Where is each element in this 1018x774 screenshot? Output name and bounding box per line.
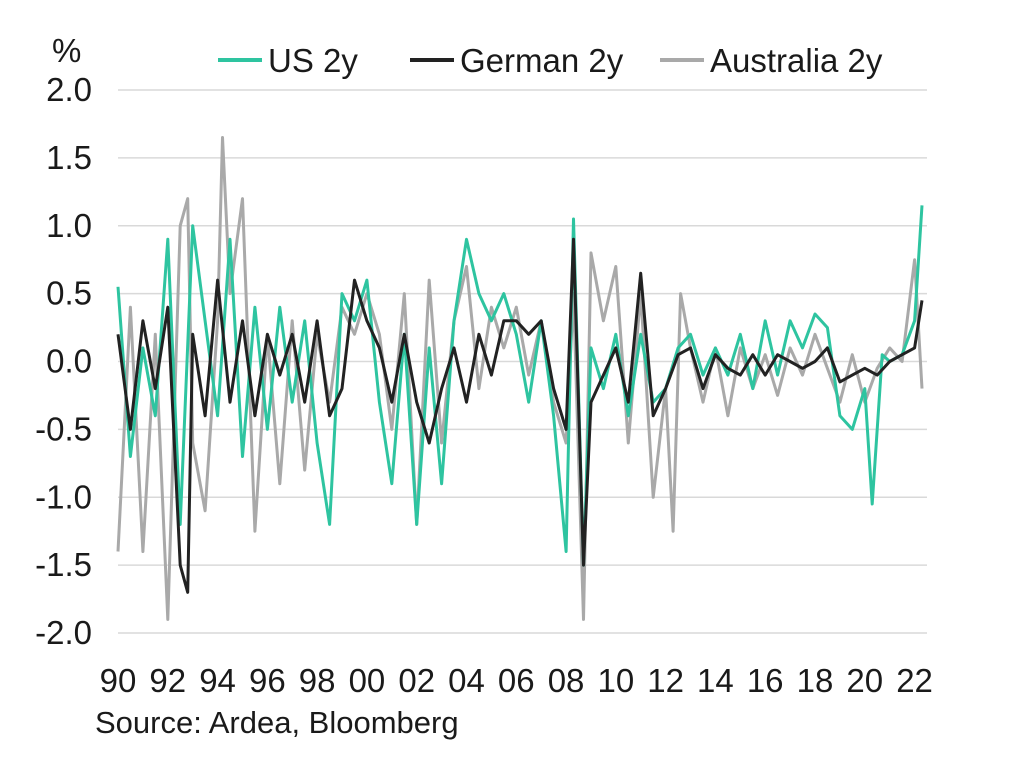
x-tick-label: 02 bbox=[398, 662, 435, 699]
x-tick-label: 96 bbox=[249, 662, 286, 699]
x-tick-label: 98 bbox=[299, 662, 336, 699]
legend-label-0: US 2y bbox=[268, 42, 358, 79]
series-line-0 bbox=[116, 205, 924, 567]
y-tick-label: 2.0 bbox=[46, 71, 92, 108]
x-tick-label: 10 bbox=[597, 662, 634, 699]
y-tick-label: -1.5 bbox=[35, 546, 92, 583]
x-tick-label: 94 bbox=[199, 662, 236, 699]
source-note: Source: Ardea, Bloomberg bbox=[95, 705, 459, 740]
y-tick-label: 0.0 bbox=[46, 343, 92, 380]
y-tick-label: 0.5 bbox=[46, 275, 92, 312]
x-tick-label: 04 bbox=[448, 662, 485, 699]
x-tick-label: 06 bbox=[498, 662, 535, 699]
x-tick-label: 92 bbox=[149, 662, 186, 699]
y-axis-unit: % bbox=[52, 32, 81, 69]
x-tick-label: 90 bbox=[100, 662, 137, 699]
y-tick-label: -1.0 bbox=[35, 478, 92, 515]
x-tick-label: 12 bbox=[647, 662, 684, 699]
x-tick-label: 16 bbox=[747, 662, 784, 699]
y-axis: 2.0 1.5 1.0 0.5 0.0 -0.5 -1.0 -1.5 -2.0 bbox=[35, 71, 92, 651]
y-tick-label: 1.0 bbox=[46, 207, 92, 244]
x-axis: 90 92 94 96 98 00 02 04 06 08 10 12 14 16 18 20 22 bbox=[100, 662, 933, 699]
legend-label-2: Australia 2y bbox=[710, 42, 883, 79]
y-tick-label: 1.5 bbox=[46, 139, 92, 176]
y-tick-label: -2.0 bbox=[35, 614, 92, 651]
legend-label-1: German 2y bbox=[460, 42, 624, 79]
x-tick-label: 00 bbox=[349, 662, 386, 699]
series-group bbox=[116, 136, 924, 621]
x-tick-label: 14 bbox=[697, 662, 734, 699]
series-line-1 bbox=[116, 237, 924, 594]
x-tick-label: 08 bbox=[548, 662, 585, 699]
x-tick-label: 18 bbox=[797, 662, 834, 699]
x-tick-label: 20 bbox=[846, 662, 883, 699]
legend: US 2y German 2y Australia 2y bbox=[218, 42, 883, 79]
y-tick-label: -0.5 bbox=[35, 410, 92, 447]
x-tick-label: 22 bbox=[896, 662, 933, 699]
series-line-2 bbox=[116, 136, 924, 621]
